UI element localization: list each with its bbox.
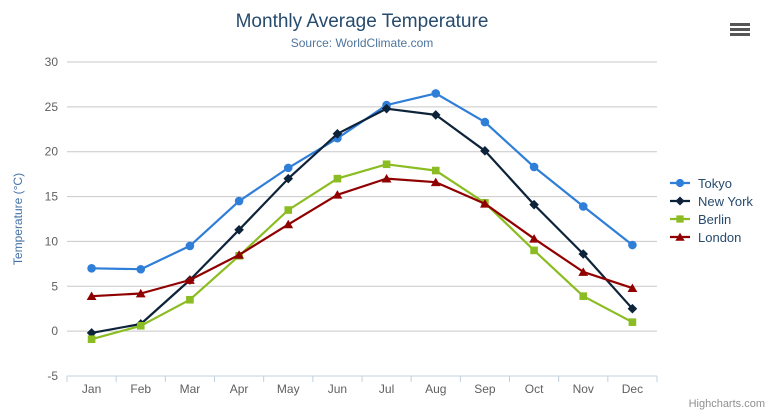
x-axis-label: Oct	[525, 382, 544, 396]
data-point[interactable]	[578, 202, 588, 211]
data-point[interactable]	[628, 318, 637, 326]
data-point[interactable]	[480, 146, 490, 156]
x-axis-label: Nov	[573, 382, 594, 396]
data-point[interactable]	[627, 283, 638, 292]
data-point[interactable]	[578, 267, 589, 276]
data-point[interactable]	[332, 190, 343, 199]
data-point[interactable]	[431, 166, 440, 175]
data-point[interactable]	[333, 174, 342, 183]
data-point[interactable]	[529, 162, 539, 172]
data-point[interactable]	[480, 199, 490, 208]
x-axis-label: Mar	[180, 382, 201, 396]
chart-subtitle: Source: WorldClimate.com	[290, 36, 434, 50]
data-point[interactable]	[185, 275, 195, 284]
circle-marker-icon	[670, 178, 690, 188]
x-axis-label: Jan	[82, 382, 101, 396]
chart-title: Monthly Average Temperature	[235, 11, 489, 32]
square-marker-icon	[670, 215, 690, 223]
x-axis-label: Apr	[230, 382, 249, 396]
legend: Tokyo New York Berlin London	[669, 175, 753, 245]
data-point[interactable]	[628, 240, 637, 250]
x-axis-label: Sep	[474, 382, 496, 396]
data-point[interactable]	[86, 328, 97, 338]
legend-item-berlin[interactable]: Berlin	[669, 211, 753, 227]
highcharts-credit-link[interactable]: Highcharts.com	[688, 398, 765, 410]
x-axis-label: Aug	[425, 382, 446, 396]
legend-item-label: Berlin	[698, 211, 732, 227]
legend-item-london[interactable]: London	[669, 229, 753, 245]
y-axis-label: 0	[51, 324, 58, 338]
data-point[interactable]	[135, 288, 146, 298]
data-point[interactable]	[234, 250, 244, 259]
data-point[interactable]	[136, 321, 145, 330]
hamburger-bar	[730, 33, 750, 36]
data-point[interactable]	[579, 292, 588, 300]
y-axis-label: 15	[45, 190, 59, 204]
export-menu-button[interactable]	[728, 21, 752, 38]
x-axis-label: Jun	[328, 382, 347, 396]
data-point[interactable]	[529, 199, 539, 210]
data-point[interactable]	[185, 241, 195, 251]
data-point[interactable]	[234, 196, 244, 206]
triangle-marker-icon	[670, 232, 690, 241]
x-axis-label: May	[277, 382, 300, 396]
data-point[interactable]	[382, 160, 391, 169]
data-point[interactable]	[87, 335, 96, 344]
data-point[interactable]	[381, 103, 392, 114]
series-line[interactable]	[90, 107, 634, 334]
data-point[interactable]	[578, 249, 589, 259]
y-axis-label: -5	[47, 369, 58, 383]
data-point[interactable]	[87, 264, 96, 273]
data-point[interactable]	[530, 246, 538, 255]
series-line[interactable]	[90, 92, 634, 271]
hamburger-bar	[730, 28, 750, 31]
hamburger-icon	[730, 23, 750, 36]
y-axis-label: 20	[45, 145, 59, 159]
series-tokyo[interactable]	[87, 89, 637, 274]
series-london[interactable]	[86, 174, 638, 301]
series-new-york[interactable]	[86, 103, 638, 338]
legend-item-label: London	[698, 229, 742, 245]
series-line[interactable]	[90, 177, 634, 298]
legend-item-new-york[interactable]: New York	[669, 193, 753, 209]
data-point[interactable]	[283, 173, 294, 184]
data-point[interactable]	[627, 303, 638, 314]
legend-item-tokyo[interactable]: Tokyo	[669, 175, 753, 191]
legend-item-label: Tokyo	[698, 175, 732, 191]
data-point[interactable]	[283, 219, 294, 229]
diamond-marker-icon	[670, 196, 690, 206]
data-point[interactable]	[529, 234, 539, 243]
data-point[interactable]	[136, 264, 146, 274]
data-point[interactable]	[186, 295, 194, 304]
data-point[interactable]	[430, 177, 441, 187]
y-axis-label: 5	[51, 279, 58, 293]
y-axis-title: Temperature (°C)	[11, 173, 25, 265]
series-line[interactable]	[90, 163, 634, 341]
hamburger-bar	[730, 23, 750, 26]
x-axis-label: Dec	[622, 382, 643, 396]
x-axis-label: Feb	[130, 382, 151, 396]
data-point[interactable]	[430, 110, 441, 120]
data-point[interactable]	[234, 224, 244, 235]
y-axis-label: 25	[45, 100, 59, 114]
data-point[interactable]	[86, 291, 97, 301]
y-axis-label: 10	[45, 234, 59, 248]
data-point[interactable]	[381, 174, 392, 183]
legend-item-label: New York	[698, 193, 753, 209]
x-axis-label: Jul	[379, 382, 394, 396]
data-point[interactable]	[332, 128, 343, 139]
data-point[interactable]	[431, 89, 441, 98]
data-point[interactable]	[480, 117, 490, 127]
data-point[interactable]	[284, 206, 293, 214]
data-point[interactable]	[283, 163, 293, 173]
y-axis-label: 30	[45, 55, 59, 69]
